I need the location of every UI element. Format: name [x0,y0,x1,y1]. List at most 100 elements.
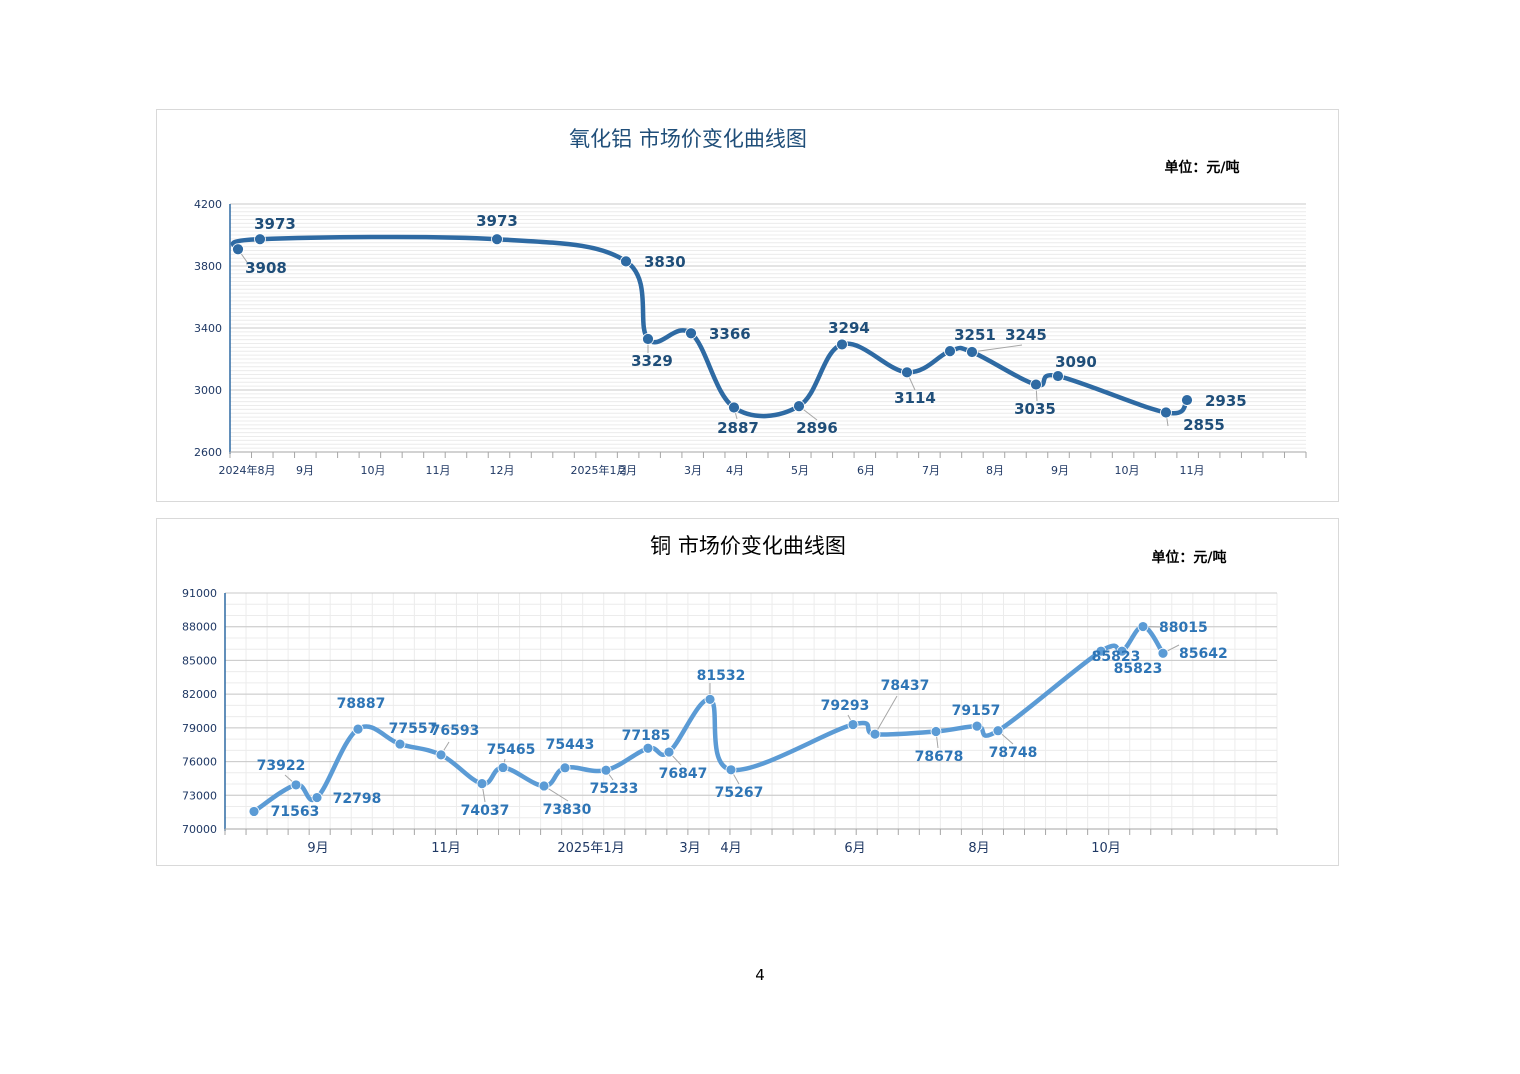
data-point [620,255,632,268]
x-tick-label: 2025年1月 [571,463,628,477]
data-point [901,366,913,379]
data-label: 3908 [245,259,287,277]
data-label: 75267 [715,785,764,801]
data-label: 2855 [1183,416,1225,434]
data-label: 77185 [622,728,671,744]
data-point [311,792,323,803]
data-point [352,723,364,735]
chart-title: 氧化铝 市场价变化曲线图 [569,127,807,151]
data-point [232,243,244,256]
data-point [491,233,503,246]
data-point [847,719,859,730]
data-label: 2896 [796,419,838,437]
alumina-chart: 氧化铝 市场价变化曲线图 单位：元/吨 2600 3000 3400 3800 4200… [156,109,1339,502]
data-point [538,780,550,792]
data-point [793,400,805,413]
page-number: 4 [755,966,765,984]
x-tick-label: 7月 [922,464,940,477]
y-tick-label: 3000 [194,384,222,397]
data-point [254,233,266,246]
y-tick-label: 91000 [182,587,217,600]
x-tick-label: 11月 [1180,464,1205,477]
data-point [248,806,260,817]
data-point [992,725,1004,737]
data-label: 88015 [1159,620,1208,636]
data-label-leader [874,695,898,735]
data-label: 3366 [709,325,751,343]
data-label: 79293 [821,698,870,714]
data-point [394,738,406,750]
y-tick-label: 88000 [182,621,217,634]
data-point [944,345,956,357]
data-point [1030,378,1042,391]
data-label: 3090 [1055,353,1097,371]
data-label: 3114 [894,389,936,407]
unit-label: 单位：元/吨 [1164,159,1239,176]
data-label: 85823 [1114,661,1163,677]
data-point [663,746,675,758]
data-point [476,778,488,790]
data-label: 71563 [271,804,320,820]
data-label: 75443 [546,737,595,753]
data-label: 78887 [337,696,386,712]
data-point [559,762,571,774]
y-tick-label: 76000 [182,756,217,769]
data-point [685,327,697,340]
copper-chart-svg: 铜 市场价变化曲线图 单位：元/吨 70000 73000 76000 79000 82… [182,534,1278,856]
data-label: 2887 [717,419,759,437]
x-tick-label: 9月 [307,841,328,856]
data-label: 73922 [257,758,306,774]
data-label: 77557 [389,721,438,737]
y-tick-label: 85000 [182,654,217,667]
data-point [869,728,881,740]
data-point [1157,647,1169,659]
data-label: 85642 [1179,646,1228,662]
data-point [930,726,942,737]
data-point [1137,621,1149,632]
data-label: 3830 [644,253,686,271]
data-point [435,749,447,761]
data-point [642,742,654,754]
data-point [642,333,654,345]
x-tick-label: 8月 [986,464,1004,477]
data-label: 3294 [828,319,870,337]
data-label: 3245 [1005,326,1047,344]
data-label-leader [971,344,1023,353]
data-label: 75465 [487,742,536,758]
data-point [966,346,978,358]
data-label: 78678 [915,749,964,765]
x-tick-label: 11月 [426,464,451,477]
x-tick-label: 10月 [1115,464,1140,477]
data-point [1052,370,1064,382]
data-label: 74037 [461,803,510,819]
data-point [497,762,509,773]
x-tick-label: 12月 [490,464,515,477]
x-tick-label: 9月 [1051,464,1069,477]
x-tick-label: 11月 [431,841,461,856]
y-tick-label: 2600 [194,446,222,459]
chart-title: 铜 市场价变化曲线图 [650,534,846,558]
x-tick-label: 6月 [844,841,865,856]
data-point [1160,406,1172,419]
data-point [290,779,302,791]
y-tick-label: 73000 [182,789,217,802]
y-tick-label: 82000 [182,688,217,701]
x-tick-label: 3月 [679,841,700,856]
data-label: 3973 [476,212,518,230]
x-tick-label: 5月 [791,464,809,477]
y-tick-label: 3400 [194,322,222,335]
data-label: 3973 [254,215,296,233]
y-tick-label: 4200 [194,198,222,211]
y-tick-label: 79000 [182,722,217,735]
x-tick-label: 4月 [720,841,741,856]
data-label: 3329 [631,352,673,370]
data-point [600,764,612,776]
data-point [1116,645,1128,657]
data-label: 76847 [659,766,708,782]
copper-chart: 铜 市场价变化曲线图 单位：元/吨 70000 73000 76000 79000 82… [156,518,1339,866]
x-tick-label: 10月 [1091,841,1121,856]
x-tick-label: 6月 [857,464,875,477]
x-tick-label: 2025年1月 [557,841,624,856]
data-point [1095,645,1107,657]
data-label: 72798 [333,791,382,807]
